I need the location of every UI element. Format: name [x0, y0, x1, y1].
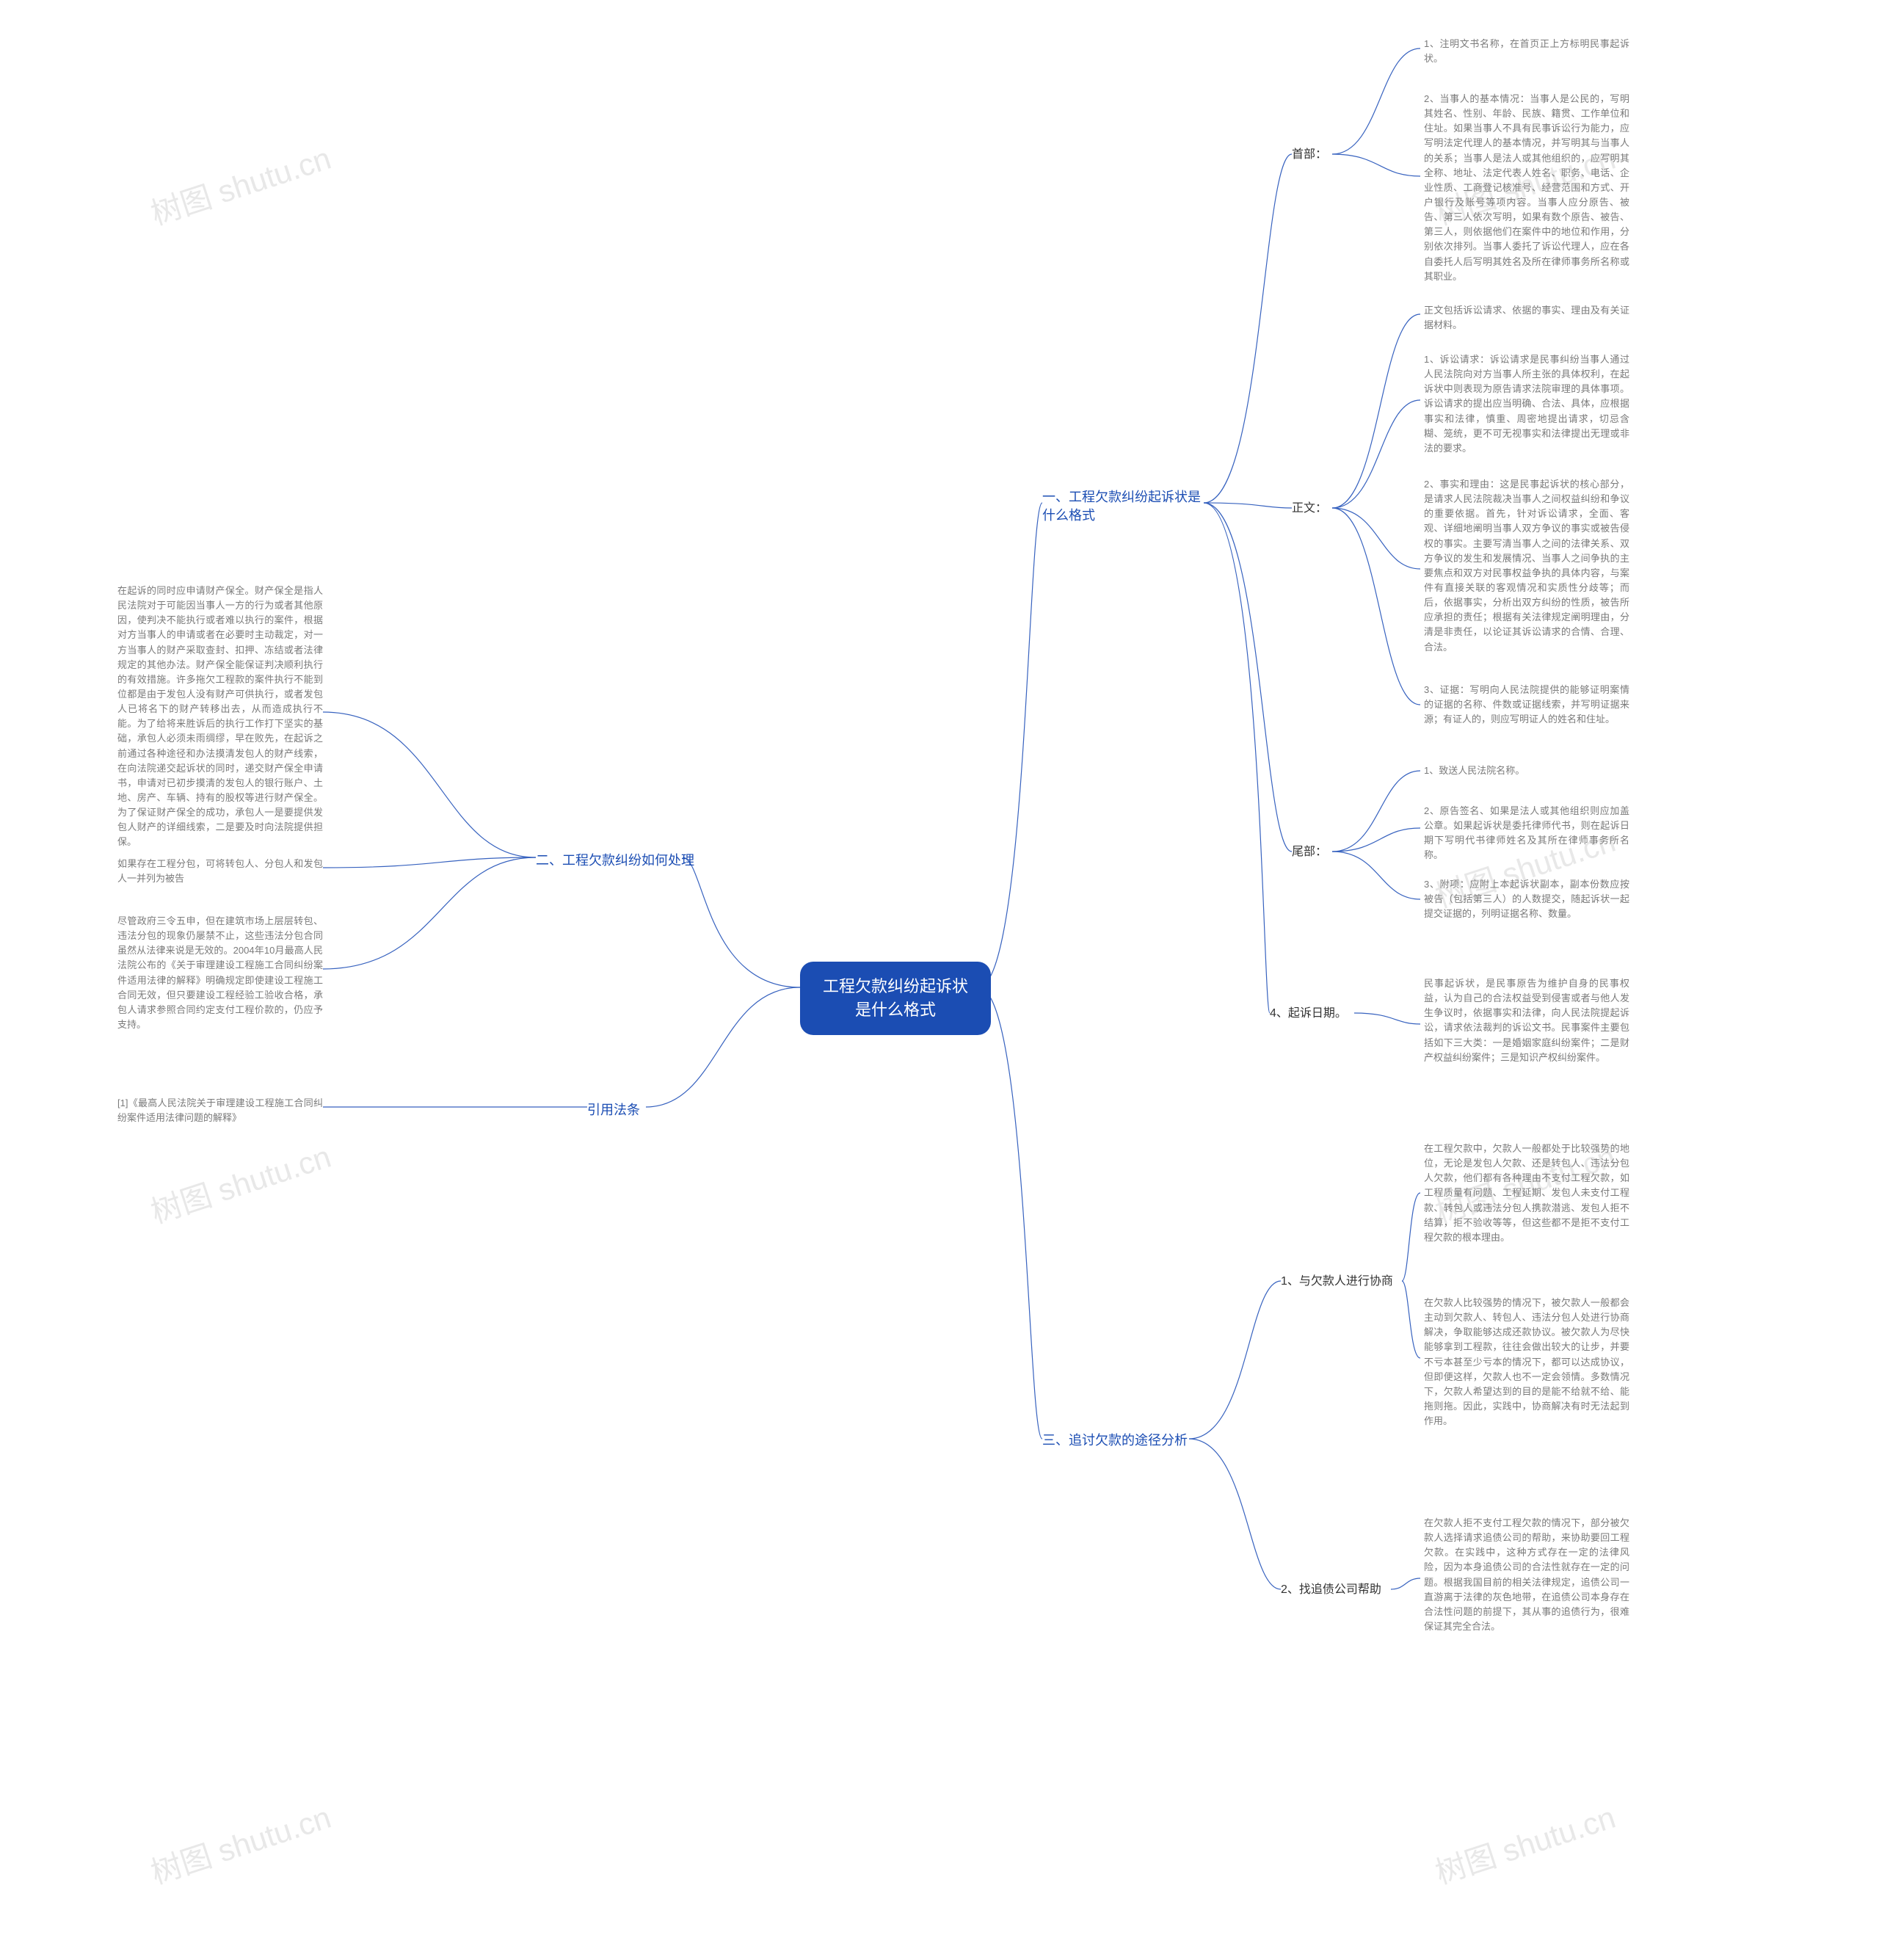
leaf: 在起诉的同时应申请财产保全。财产保全是指人民法院对于可能因当事人一方的行为或者其…	[117, 584, 323, 850]
sub-weibu[interactable]: 尾部：	[1292, 844, 1327, 860]
sub-shoubu[interactable]: 首部：	[1292, 147, 1327, 163]
leaf: 在欠款人拒不支付工程欠款的情况下，部分被欠款人选择请求追债公司的帮助，来协助要回…	[1424, 1516, 1629, 1634]
sub-zhuizhai[interactable]: 2、找追债公司帮助	[1281, 1582, 1381, 1598]
leaf: 3、附项：应附上本起诉状副本，副本份数应按被告（包括第三人）的人数提交，随起诉状…	[1424, 877, 1629, 921]
watermark: 树图 shutu.cn	[145, 1132, 336, 1233]
watermark: 树图 shutu.cn	[1429, 1793, 1621, 1893]
branch-right-2[interactable]: 三、追讨欠款的途径分析	[1042, 1431, 1188, 1450]
leaf: 2、当事人的基本情况：当事人是公民的，写明其姓名、性别、年龄、民族、籍贯、工作单…	[1424, 92, 1629, 284]
branch-right-1[interactable]: 一、工程欠款纠纷起诉状是什么格式	[1042, 488, 1211, 525]
sub-zhengwen[interactable]: 正文：	[1292, 501, 1327, 517]
watermark: 树图 shutu.cn	[145, 1793, 336, 1893]
leaf: 1、诉讼请求：诉讼请求是民事纠纷当事人通过人民法院向对方当事人所主张的具体权利，…	[1424, 352, 1629, 456]
branch-left-1[interactable]: 二、工程欠款纠纷如何处理	[536, 852, 694, 870]
branch-left-2[interactable]: 引用法条	[587, 1101, 640, 1119]
watermark: 树图 shutu.cn	[145, 134, 336, 234]
leaf: 如果存在工程分包，可将转包人、分包人和发包人一并列为被告	[117, 857, 323, 886]
center-topic[interactable]: 工程欠款纠纷起诉状是什么格式	[800, 962, 991, 1035]
leaf: 2、事实和理由：这是民事起诉状的核心部分，是请求人民法院裁决当事人之间权益纠纷和…	[1424, 477, 1629, 655]
leaf: [1]《最高人民法院关于审理建设工程施工合同纠纷案件适用法律问题的解释》	[117, 1096, 323, 1125]
leaf: 民事起诉状，是民事原告为维护自身的民事权益，认为自己的合法权益受到侵害或者与他人…	[1424, 976, 1629, 1065]
leaf: 2、原告签名、如果是法人或其他组织则应加盖公章。如果起诉状是委托律师代书，则在起…	[1424, 804, 1629, 863]
sub-qisuriqi[interactable]: 4、起诉日期。	[1270, 1006, 1347, 1022]
leaf: 3、证据：写明向人民法院提供的能够证明案情的证据的名称、件数或证据线索，并写明证…	[1424, 683, 1629, 727]
sub-xieshang[interactable]: 1、与欠款人进行协商	[1281, 1274, 1393, 1290]
leaf: 正文包括诉讼请求、依据的事实、理由及有关证据材料。	[1424, 303, 1629, 333]
leaf: 在工程欠款中，欠款人一般都处于比较强势的地位，无论是发包人欠款、还是转包人、违法…	[1424, 1141, 1629, 1245]
leaf: 1、致送人民法院名称。	[1424, 763, 1524, 778]
leaf: 1、注明文书名称，在首页正上方标明民事起诉状。	[1424, 37, 1629, 66]
leaf: 在欠款人比较强势的情况下，被欠款人一般都会主动到欠款人、转包人、违法分包人处进行…	[1424, 1296, 1629, 1429]
leaf: 尽管政府三令五申，但在建筑市场上层层转包、违法分包的现象仍屡禁不止，这些违法分包…	[117, 914, 323, 1032]
